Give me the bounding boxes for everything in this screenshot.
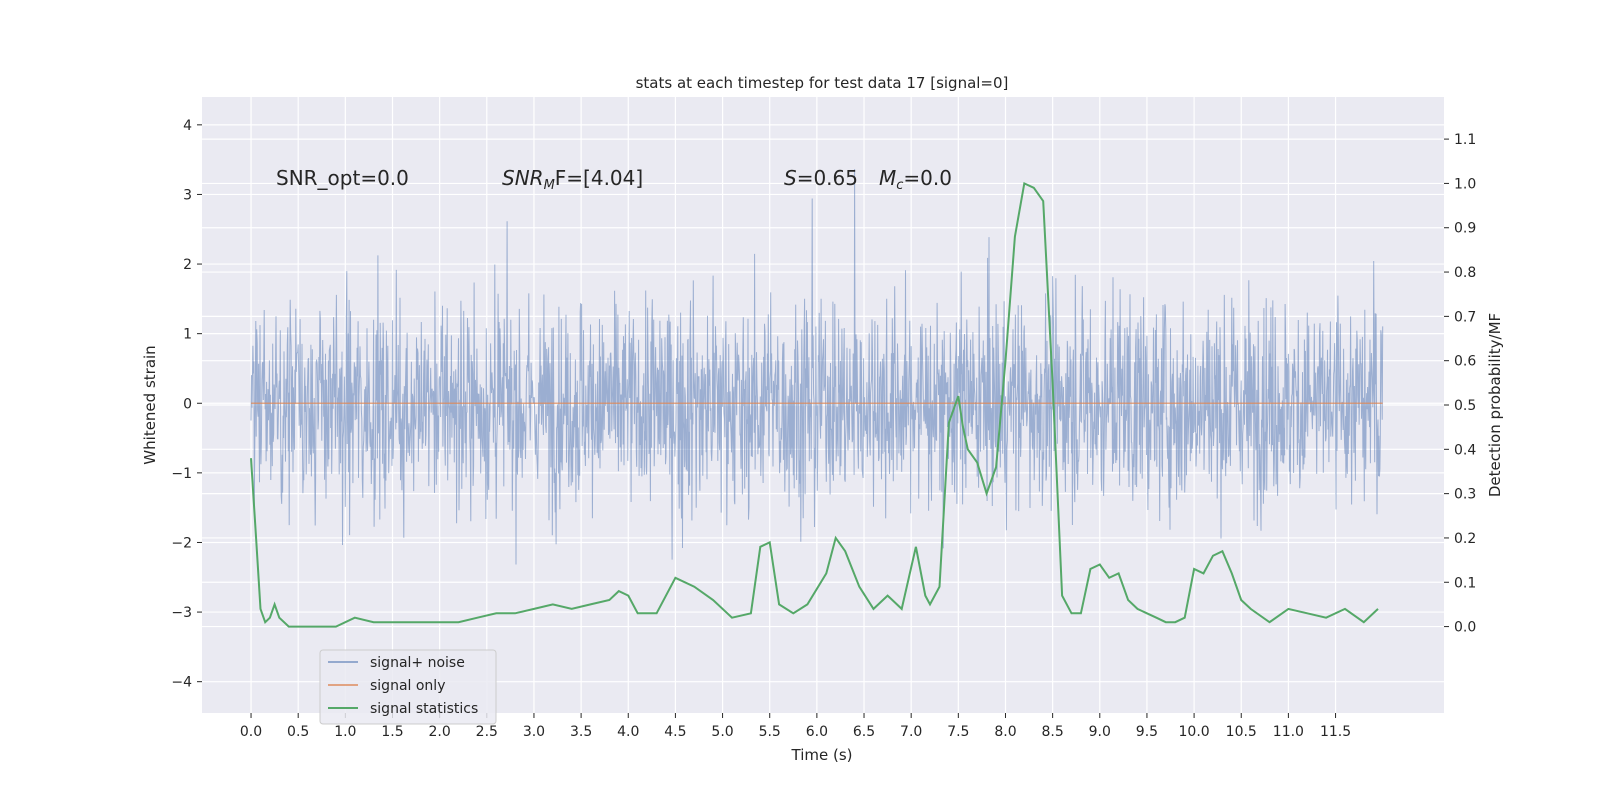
- s-label: S: [784, 166, 797, 190]
- x-tick-label-16: 8.0: [994, 724, 1016, 740]
- chart-title: stats at each timestep for test data 17 …: [636, 74, 1009, 92]
- right-y-tick-label-2: 0.2: [1454, 531, 1476, 547]
- x-tick-label-21: 10.5: [1226, 724, 1257, 740]
- mc-label: M: [879, 166, 896, 190]
- right-y-tick-label-6: 0.6: [1454, 354, 1476, 370]
- x-tick-label-5: 2.5: [476, 724, 498, 740]
- right-y-axis-ticks: 0.0 0.1 0.2 0.3 0.4 0.5 0.6 0.7 0.8 0.9 1.0 1.1: [1444, 132, 1476, 636]
- x-axis-label: Time (s): [791, 746, 853, 764]
- x-tick-label-7: 3.5: [570, 724, 592, 740]
- legend-box: [319, 649, 497, 725]
- right-y-tick-label-7: 0.7: [1454, 309, 1476, 325]
- x-axis-ticks: 0.0 0.5 1.0 1.5 2.0 2.5 3.0 3.5 4.0 4.5 5.0 5.5 6.0 6…: [240, 713, 1351, 740]
- left-y-tick-label-4: 0: [183, 396, 192, 412]
- right-y-tick-label-8: 0.8: [1454, 265, 1476, 281]
- mc-annotation: Mc=0.0: [879, 166, 952, 193]
- x-tick-label-20: 10.0: [1179, 724, 1210, 740]
- right-y-tick-label-3: 0.3: [1454, 487, 1476, 503]
- left-y-tick-label-6: 2: [183, 257, 192, 273]
- x-tick-label-9: 4.5: [664, 724, 686, 740]
- s-value: =0.65: [797, 166, 858, 190]
- right-y-axis-label: Detection probability/MF: [1486, 313, 1504, 497]
- left-y-tick-label-8: 4: [183, 118, 192, 134]
- x-tick-label-23: 11.5: [1320, 724, 1351, 740]
- x-tick-label-1: 0.5: [287, 724, 309, 740]
- right-y-tick-label-9: 0.9: [1454, 221, 1476, 237]
- x-tick-label-2: 1.0: [334, 724, 356, 740]
- series-signal-statistics: [250, 181, 1379, 628]
- left-y-tick-label-3: −1: [171, 466, 192, 482]
- snr-mf-sub: M: [544, 178, 555, 193]
- x-tick-label-18: 9.0: [1089, 724, 1111, 740]
- right-y-tick-label-0: 0.0: [1454, 620, 1476, 636]
- x-tick-label-8: 4.0: [617, 724, 639, 740]
- left-y-tick-label-1: −3: [171, 605, 192, 621]
- grid: [202, 97, 1444, 713]
- legend-label-signal-only: signal only: [370, 678, 445, 694]
- x-tick-label-6: 3.0: [523, 724, 545, 740]
- snr-mf-rest: F=[4.04]: [555, 166, 643, 190]
- left-y-axis-label: Whitened strain: [141, 345, 159, 464]
- right-y-tick-label-5: 0.5: [1454, 398, 1476, 414]
- x-tick-label-19: 9.5: [1136, 724, 1158, 740]
- x-tick-label-10: 5.0: [711, 724, 733, 740]
- s-annotation: S=0.65: [784, 166, 858, 190]
- x-tick-label-11: 5.5: [759, 724, 781, 740]
- mc-value: =0.0: [903, 166, 952, 190]
- left-y-tick-label-0: −4: [171, 675, 192, 691]
- legend: signal+ noise signal only signal statist…: [319, 649, 497, 725]
- left-y-tick-label-2: −2: [171, 535, 192, 551]
- x-tick-label-14: 7.0: [900, 724, 922, 740]
- x-tick-label-22: 11.0: [1273, 724, 1304, 740]
- left-y-tick-label-5: 1: [183, 327, 192, 343]
- mc-sub: c: [896, 178, 903, 193]
- x-tick-label-3: 1.5: [381, 724, 403, 740]
- left-y-tick-label-7: 3: [183, 187, 192, 203]
- snr-mf-annotation: SNRMF=[4.04]: [502, 166, 643, 193]
- right-y-tick-label-4: 0.4: [1454, 442, 1476, 458]
- snr-opt-annotation: SNR_opt=0.0: [276, 166, 409, 190]
- right-y-tick-label-1: 0.1: [1454, 575, 1476, 591]
- right-y-tick-label-11: 1.1: [1454, 132, 1476, 148]
- legend-label-signal-noise: signal+ noise: [370, 655, 465, 671]
- left-y-axis-ticks: −4 −3 −2 −1 0 1 2 3 4: [171, 118, 202, 691]
- legend-label-signal-statistics: signal statistics: [370, 701, 478, 717]
- x-tick-label-15: 7.5: [947, 724, 969, 740]
- x-tick-label-13: 6.5: [853, 724, 875, 740]
- x-tick-label-4: 2.0: [429, 724, 451, 740]
- snr-mf-prefix: SNR: [502, 166, 544, 190]
- x-tick-label-12: 6.0: [806, 724, 828, 740]
- x-tick-label-17: 8.5: [1042, 724, 1064, 740]
- x-tick-label-0: 0.0: [240, 724, 262, 740]
- right-y-tick-label-10: 1.0: [1454, 176, 1476, 192]
